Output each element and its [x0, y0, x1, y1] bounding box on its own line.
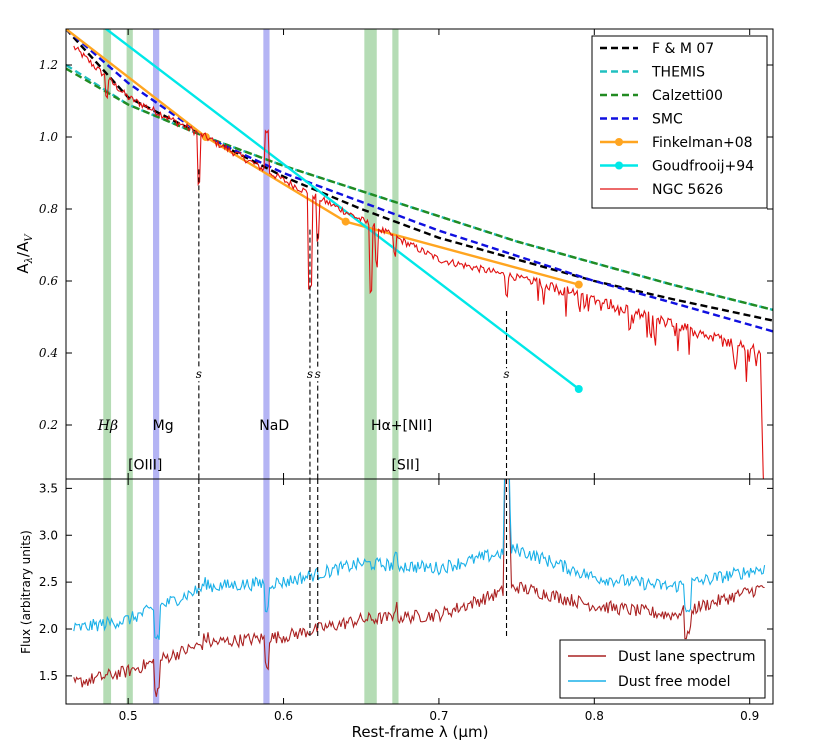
top-legend-box: [591, 35, 768, 209]
band-label-0: Hβ: [97, 418, 118, 434]
bottom-xtick-1: 0.6: [274, 709, 293, 723]
top-ylabel: Aλ/AV: [14, 233, 35, 274]
sky-label-0: s: [196, 367, 202, 381]
top-ytick-4: 1.0: [39, 130, 58, 144]
top-ytick-5: 1.2: [39, 58, 58, 72]
bottom-xtick-3: 0.8: [585, 709, 604, 723]
legend-label-f-m-07: F & M 07: [652, 41, 714, 57]
point-finkelman-08-3: [574, 280, 583, 289]
series-dust-lane-spectrum: [73, 479, 765, 697]
legend-marker-finkelman-08: [615, 138, 623, 146]
band-bottom-blue-3: [263, 479, 270, 704]
band-green-0: [103, 29, 112, 479]
band-green-4: [364, 29, 377, 479]
band-bottom-green-4: [364, 479, 377, 704]
point-goudfrooij-94-1: [574, 385, 583, 393]
sky-label-2: s: [315, 367, 321, 381]
band-bottom-blue-2: [153, 479, 160, 704]
series-f-m-07: [66, 29, 773, 322]
band-blue-3: [263, 29, 270, 479]
bottom-legend: Dust lane spectrum Dust free model: [559, 639, 766, 699]
top-ytick-1: 0.4: [39, 346, 58, 360]
top-ytick-3: 0.8: [39, 202, 58, 216]
top-ytick-2: 0.6: [39, 274, 58, 288]
bottom-ytick-3: 3.0: [39, 528, 58, 542]
band-label-3: Hα+[NII]: [371, 418, 432, 434]
legend-label-smc: SMC: [652, 112, 683, 128]
band-label-1: Mg: [153, 418, 174, 434]
point-finkelman-08-2: [341, 217, 350, 226]
top-ytick-0: 0.2: [39, 418, 58, 432]
legend-label-goudfrooij-94: Goudfrooij+94: [652, 159, 754, 175]
band-bottom-green-0: [103, 479, 112, 704]
bottom-ylabel: Flux (arbitrary units): [19, 530, 33, 654]
band-green-1: [126, 29, 133, 479]
legend-label-dust-lane-spectrum: Dust lane spectrum: [618, 649, 756, 665]
bottom-axes-frame: [65, 478, 774, 705]
bottom-xtick-2: 0.7: [429, 709, 448, 723]
legend-label-themis: THEMIS: [651, 65, 705, 81]
series-ngc-5626: [73, 45, 764, 479]
legend-label-calzetti00: Calzetti00: [652, 88, 723, 104]
band-bottom-green-1: [126, 479, 133, 704]
bottom-panel-flux: 1.5 2.0 2.5 3.0 3.5 0.5 0.6 0.7 0.8 0.9 Flux (ar…: [19, 478, 774, 741]
bottom-legend-box: [559, 639, 766, 699]
band-bottom-green-5: [392, 479, 399, 704]
band-label-5: [SII]: [391, 458, 419, 474]
sky-label-3: s: [503, 367, 509, 381]
series-finkelman-08: [66, 29, 580, 286]
legend-label-ngc-5626: NGC 5626: [652, 182, 723, 198]
bottom-xtick-4: 0.9: [740, 709, 759, 723]
legend-label-finkelman-08: Finkelman+08: [652, 135, 753, 151]
legend-label-dust-free-model: Dust free model: [618, 674, 731, 690]
series-goudfrooij-94: [104, 29, 580, 390]
sky-label-1: s: [307, 367, 313, 381]
legend-marker-goudfrooij-94: [615, 161, 623, 170]
bottom-ytick-1: 2.0: [39, 622, 58, 636]
bottom-ytick-2: 2.5: [39, 575, 58, 589]
top-legend: F & M 07 THEMIS Calzetti00 SMC Finkelman+08 G…: [591, 35, 768, 209]
bottom-xtick-0: 0.5: [119, 709, 138, 723]
bottom-xlabel: Rest-frame λ (μm): [352, 723, 489, 741]
bottom-ytick-0: 1.5: [39, 669, 58, 683]
band-blue-2: [153, 29, 160, 479]
band-label-4: [OIII]: [128, 458, 162, 474]
series-calzetti00: [66, 67, 773, 311]
band-label-2: NaD: [259, 418, 289, 434]
bottom-ytick-4: 3.5: [39, 481, 58, 495]
series-smc: [66, 29, 773, 333]
series-dust-free-model: [73, 479, 766, 640]
